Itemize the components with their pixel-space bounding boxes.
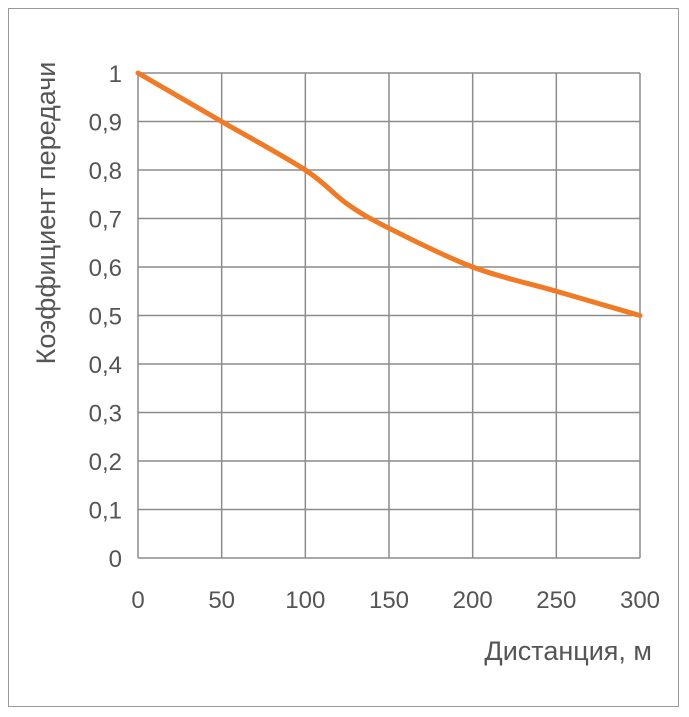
x-tick-label: 250 xyxy=(536,587,576,614)
y-tick-label: 1 xyxy=(109,61,122,88)
chart-frame xyxy=(8,8,679,707)
y-tick-label: 0,8 xyxy=(89,158,122,185)
x-axis-label: Дистанция, м xyxy=(484,636,652,666)
y-tick-label: 0 xyxy=(109,546,122,573)
x-tick-label: 300 xyxy=(620,587,660,614)
x-tick-label: 50 xyxy=(208,587,235,614)
x-tick-label: 100 xyxy=(285,587,325,614)
y-tick-label: 0,4 xyxy=(89,352,122,379)
y-tick-label: 0,6 xyxy=(89,255,122,282)
x-tick-label: 0 xyxy=(131,587,144,614)
x-tick-label: 200 xyxy=(453,587,493,614)
y-tick-labels: 0 0,1 0,2 0,3 0,4 0,5 0,6 0,7 0,8 0,9 1 xyxy=(89,61,122,573)
series-lines xyxy=(135,70,643,318)
y-tick-label: 0,1 xyxy=(89,498,122,525)
y-tick-label: 0,7 xyxy=(89,207,122,234)
y-tick-label: 0,3 xyxy=(89,401,122,428)
grid-lines xyxy=(137,72,641,559)
x-tick-label: 150 xyxy=(369,587,409,614)
y-tick-label: 0,2 xyxy=(89,449,122,476)
y-axis-label: Коэффициент передачи xyxy=(31,62,61,365)
series-line xyxy=(135,70,643,318)
y-tick-label: 0,9 xyxy=(89,110,122,137)
y-tick-label: 0,5 xyxy=(89,304,122,331)
x-tick-labels: 0 50 100 150 200 250 300 xyxy=(131,587,660,614)
